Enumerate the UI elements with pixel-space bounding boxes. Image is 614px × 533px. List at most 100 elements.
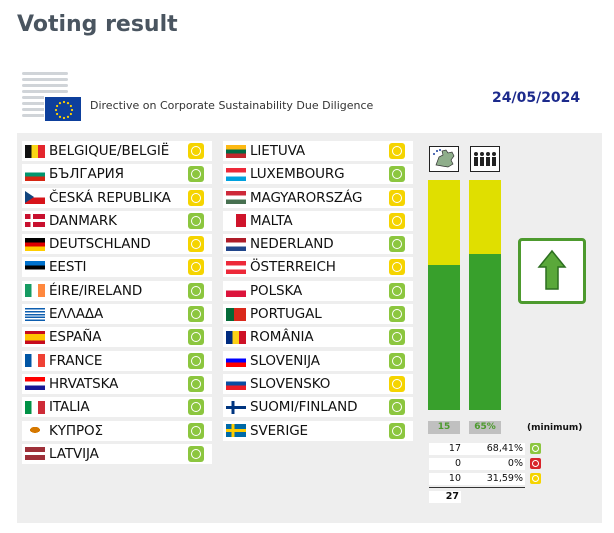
greece-flag-icon [25,307,45,321]
directive-title: Directive on Corporate Sustainability Du… [90,99,374,112]
vote-abstain-icon [389,259,405,276]
country-name: LIETUVA [250,143,306,159]
minimum-label: (minimum) [527,423,583,433]
slovenia-flag-icon [226,354,246,368]
vote-abstain-icon [188,143,204,159]
council-logo [22,72,84,124]
ireland-flag-icon [25,284,45,298]
country-row-austria: ÖSTERREICH [223,257,413,278]
luxembourg-flag-icon [226,167,246,181]
country-row-lithuania: LIETUVA [223,141,413,161]
country-row-france: FRANCE [22,350,212,371]
portugal-flag-icon [226,307,246,321]
country-name: DANMARK [49,212,117,229]
country-row-netherlands: NEDERLAND [223,234,413,255]
country-name: SVERIGE [250,422,308,439]
country-name: MALTA [250,212,293,229]
hungary-flag-icon [226,191,246,205]
germany-flag-icon [25,237,45,251]
country-row-latvia: LATVIJA [22,443,212,464]
france-flag-icon [25,354,45,368]
romania-flag-icon [226,330,246,344]
country-row-italy: ITALIA [22,397,212,418]
stat-pct-no: 0% [507,458,523,469]
vote-yes-icon [188,445,204,462]
stat-row-no: 0 0% [429,458,525,470]
population-icon [470,146,500,172]
stat-count-yes: 17 [448,443,461,454]
country-row-slovakia: SLOVENSKO [223,373,413,394]
vote-abstain-icon [188,189,204,206]
slovakia-flag-icon [226,377,246,391]
eu-flag-icon [44,96,82,122]
vote-yes-icon [389,399,405,416]
country-row-cyprus: ΚΥΠΡΟΣ [22,420,212,441]
country-row-greece: ΕΛΛΑΔΑ [22,304,212,325]
italy-flag-icon [25,400,45,414]
stat-pct-yes: 68,41% [486,443,523,454]
country-row-belgium: BELGIQUE/BELGIË [22,141,212,161]
lithuania-flag-icon [226,144,246,158]
population-threshold: 65% [469,421,501,434]
finland-flag-icon [226,400,246,414]
vote-abstain-icon [389,189,405,206]
country-row-czechia: ČESKÁ REPUBLIKA [22,187,212,208]
vote-yes-icon [188,422,204,439]
vote-yes-icon [530,443,541,454]
total-divider [429,487,525,488]
country-name: ÉIRE/IRELAND [49,282,143,299]
population-bar-fill [469,253,501,410]
country-row-croatia: HRVATSKA [22,373,212,394]
austria-flag-icon [226,260,246,274]
country-name: ITALIA [49,399,90,416]
vote-yes-icon [188,212,204,229]
vote-abstain-icon [389,375,405,392]
vote-abstain-icon [389,143,405,159]
country-list-left: BELGIQUE/BELGIË БЪЛГАРИЯ ČESKÁ REPUBLIKA DA… [22,141,212,467]
country-row-finland: SUOMI/FINLAND [223,397,413,418]
vote-yes-icon [389,329,405,346]
belgium-flag-icon [25,144,45,158]
vote-yes-icon [389,422,405,439]
stat-pct-abstain: 31,59% [486,473,523,484]
country-row-ireland: ÉIRE/IRELAND [22,280,212,301]
country-name: SUOMI/FINLAND [250,399,358,416]
netherlands-flag-icon [226,237,246,251]
eu-map-icon [429,146,459,172]
country-row-luxembourg: LUXEMBOURG [223,164,413,185]
country-name: POLSKA [250,282,303,299]
country-name: ČESKÁ REPUBLIKA [49,189,171,206]
vote-yes-icon [389,306,405,323]
country-name: ÖSTERREICH [250,259,336,276]
croatia-flag-icon [25,377,45,391]
vote-yes-icon [188,352,204,369]
country-name: LUXEMBOURG [250,166,345,183]
country-name: БЪЛГАРИЯ [49,166,124,183]
country-name: DEUTSCHLAND [49,236,151,253]
country-name: FRANCE [49,352,103,369]
bulgaria-flag-icon [25,167,45,181]
country-name: ΕΛΛΑΔΑ [49,306,104,323]
country-name: ΚΥΠΡΟΣ [49,422,103,439]
population-bar [469,180,501,410]
poland-flag-icon [226,284,246,298]
vote-yes-icon [188,399,204,416]
country-name: HRVATSKA [49,375,119,392]
member-states-threshold: 15 [428,421,460,434]
vote-yes-icon [389,282,405,299]
country-name: MAGYARORSZÁG [250,189,363,206]
country-row-poland: POLSKA [223,280,413,301]
vote-abstain-icon [188,236,204,253]
vote-yes-icon [389,166,405,183]
vote-yes-icon [188,306,204,323]
cyprus-flag-icon [25,424,45,438]
czechia-flag-icon [25,191,45,205]
country-row-portugal: PORTUGAL [223,304,413,325]
sweden-flag-icon [226,424,246,438]
country-list-right: LIETUVA LUXEMBOURG MAGYARORSZÁG MALTA NEDERL… [223,141,413,444]
country-row-hungary: MAGYARORSZÁG [223,187,413,208]
member-states-bar-fill [428,265,460,410]
vote-abstain-icon [530,473,541,484]
country-row-germany: DEUTSCHLAND [22,234,212,255]
total-count: 27 [429,491,461,503]
